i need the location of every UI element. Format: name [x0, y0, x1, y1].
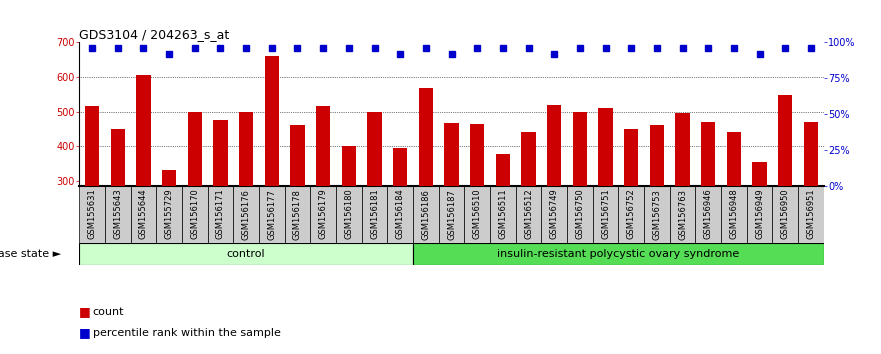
Bar — [721, 186, 747, 243]
Bar — [239, 112, 253, 284]
Bar — [362, 186, 388, 243]
Text: ■: ■ — [79, 326, 91, 339]
Text: GSM156510: GSM156510 — [473, 189, 482, 239]
Bar — [676, 113, 690, 284]
Bar — [188, 112, 202, 284]
Text: GSM156184: GSM156184 — [396, 189, 404, 239]
Bar — [573, 112, 587, 284]
Bar — [650, 125, 664, 284]
Bar — [291, 125, 305, 284]
Text: GSM155631: GSM155631 — [87, 189, 97, 239]
Text: GSM156763: GSM156763 — [678, 189, 687, 240]
Bar — [336, 186, 362, 243]
Text: GSM156753: GSM156753 — [652, 189, 662, 240]
Bar — [464, 186, 490, 243]
Text: GSM156187: GSM156187 — [447, 189, 456, 240]
Bar — [695, 186, 721, 243]
Text: GSM156511: GSM156511 — [499, 189, 507, 239]
Bar — [367, 112, 381, 284]
Bar — [747, 186, 773, 243]
Bar — [85, 107, 100, 284]
Bar — [547, 105, 561, 284]
Bar — [342, 146, 356, 284]
Bar — [593, 186, 618, 243]
Bar — [162, 170, 176, 284]
Bar — [233, 186, 259, 243]
Text: count: count — [93, 307, 124, 316]
Bar — [598, 108, 612, 284]
Bar — [470, 124, 485, 284]
Bar — [778, 95, 792, 284]
Text: GSM156752: GSM156752 — [626, 189, 636, 239]
Bar — [798, 186, 824, 243]
Text: GSM156176: GSM156176 — [241, 189, 251, 240]
Bar — [618, 186, 644, 243]
Bar — [444, 122, 459, 284]
Text: GSM156180: GSM156180 — [344, 189, 353, 239]
Text: GSM156170: GSM156170 — [190, 189, 199, 239]
Text: GSM156749: GSM156749 — [550, 189, 559, 239]
Text: ■: ■ — [79, 305, 91, 318]
Bar — [265, 56, 279, 284]
Bar — [803, 122, 818, 284]
Text: GDS3104 / 204263_s_at: GDS3104 / 204263_s_at — [79, 28, 230, 41]
Bar — [701, 122, 715, 284]
Text: GSM156951: GSM156951 — [806, 189, 816, 239]
Bar — [213, 120, 227, 284]
Bar — [515, 186, 541, 243]
Text: GSM156186: GSM156186 — [421, 189, 430, 240]
Bar — [752, 162, 766, 284]
Bar — [773, 186, 798, 243]
Bar — [418, 88, 433, 284]
Bar — [137, 75, 151, 284]
Text: GSM156171: GSM156171 — [216, 189, 225, 239]
Bar — [79, 243, 413, 266]
Bar — [439, 186, 464, 243]
Bar — [496, 154, 510, 284]
Bar — [413, 186, 439, 243]
Bar — [182, 186, 208, 243]
Text: GSM155644: GSM155644 — [139, 189, 148, 239]
Text: GSM156949: GSM156949 — [755, 189, 764, 239]
Text: GSM156512: GSM156512 — [524, 189, 533, 239]
Text: GSM156177: GSM156177 — [267, 189, 277, 240]
Text: GSM156750: GSM156750 — [575, 189, 584, 239]
Text: GSM155729: GSM155729 — [165, 189, 174, 239]
Bar — [490, 186, 515, 243]
Text: GSM156751: GSM156751 — [601, 189, 610, 239]
Bar — [111, 129, 125, 284]
Bar — [310, 186, 336, 243]
Text: percentile rank within the sample: percentile rank within the sample — [93, 328, 280, 338]
Bar — [285, 186, 310, 243]
Text: control: control — [226, 249, 265, 259]
Text: GSM156178: GSM156178 — [293, 189, 302, 240]
Bar — [644, 186, 670, 243]
Text: GSM156948: GSM156948 — [729, 189, 738, 239]
Bar — [567, 186, 593, 243]
Text: GSM155643: GSM155643 — [114, 189, 122, 239]
Bar — [105, 186, 130, 243]
Text: GSM156179: GSM156179 — [319, 189, 328, 239]
Text: GSM156181: GSM156181 — [370, 189, 379, 239]
Bar — [156, 186, 182, 243]
Bar — [316, 107, 330, 284]
Bar — [208, 186, 233, 243]
Text: disease state ►: disease state ► — [0, 249, 62, 259]
Bar — [393, 148, 407, 284]
Bar — [670, 186, 695, 243]
Text: GSM156946: GSM156946 — [704, 189, 713, 239]
Bar — [727, 132, 741, 284]
Bar — [388, 186, 413, 243]
Bar — [624, 129, 638, 284]
Bar — [413, 243, 824, 266]
Bar — [259, 186, 285, 243]
Bar — [130, 186, 156, 243]
Text: GSM156950: GSM156950 — [781, 189, 789, 239]
Bar — [541, 186, 567, 243]
Text: insulin-resistant polycystic ovary syndrome: insulin-resistant polycystic ovary syndr… — [497, 249, 739, 259]
Bar — [79, 186, 105, 243]
Bar — [522, 132, 536, 284]
